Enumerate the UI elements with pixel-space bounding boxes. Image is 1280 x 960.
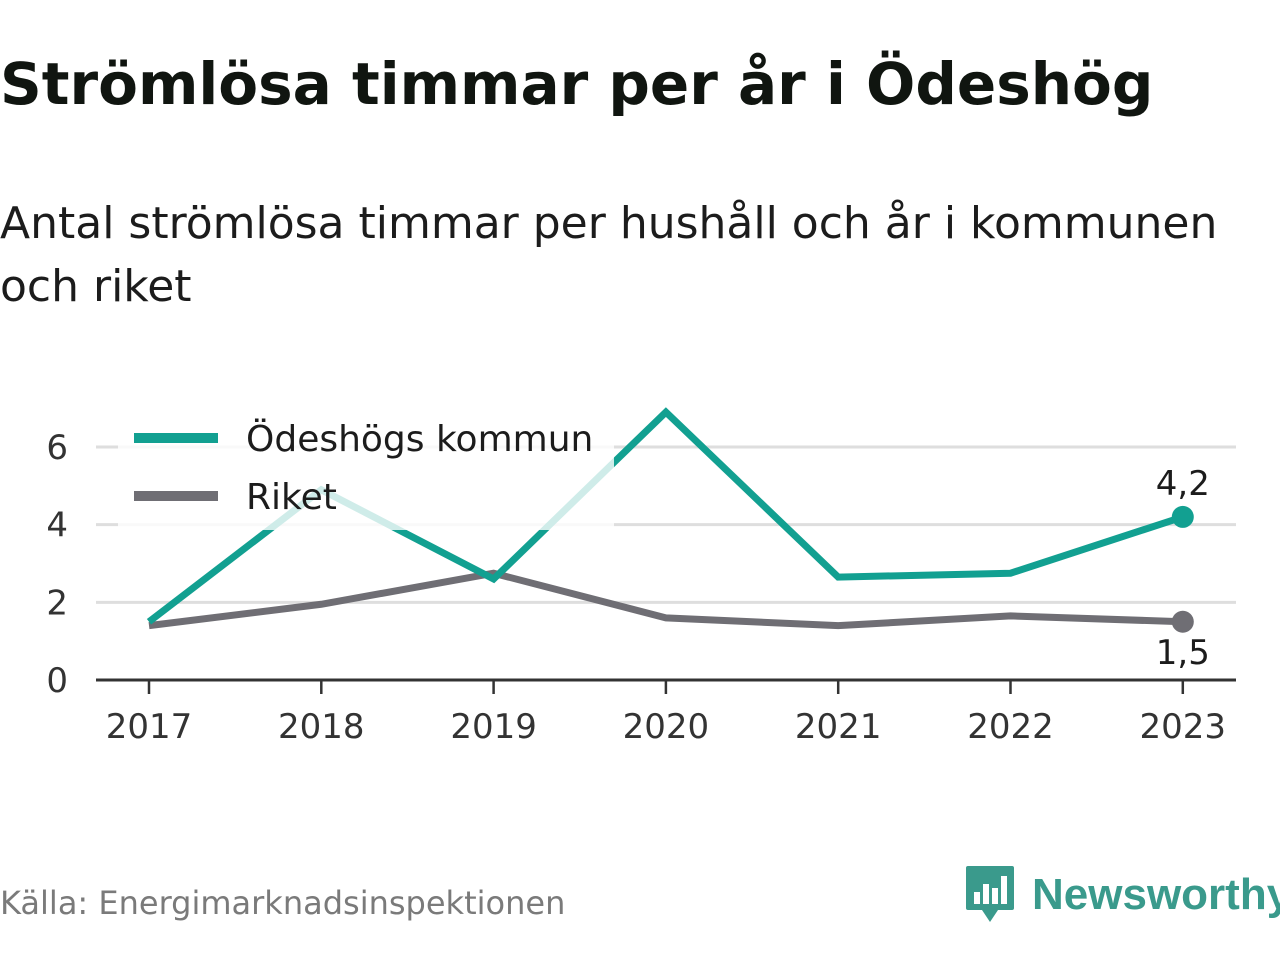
end-label-riket: 1,5 <box>1156 633 1210 673</box>
x-tick-label: 2021 <box>795 707 882 747</box>
y-tick-label: 6 <box>46 428 68 468</box>
brand-logo: Newsworthy <box>964 862 1280 928</box>
series-end-point-kommun <box>1171 505 1194 528</box>
bar-chart-speech-bubble-icon <box>966 866 1014 922</box>
y-tick-label: 4 <box>46 506 68 546</box>
x-tick-label: 2020 <box>623 707 710 747</box>
chart-subtitle: Antal strömlösa timmar per hushåll och å… <box>0 198 1218 312</box>
x-axis: 0 2 4 6 2017 2018 2019 2020 2021 2022 2023 <box>46 428 1236 747</box>
x-tick-label: 2019 <box>450 707 537 747</box>
legend-background <box>118 408 614 530</box>
x-tick-label: 2022 <box>967 707 1054 747</box>
brand-name: Newsworthy <box>1032 870 1280 919</box>
x-tick-label: 2018 <box>278 707 365 747</box>
series-line-riket <box>148 569 1183 630</box>
x-tick-label: 2023 <box>1140 707 1227 747</box>
end-label-kommun: 4,2 <box>1156 464 1210 504</box>
chart-title: Strömlösa timmar per år i Ödeshög <box>0 50 1154 118</box>
y-tick-label: 2 <box>46 583 68 623</box>
legend-label: Riket <box>246 477 337 518</box>
source-note: Källa: Energimarknadsinspektionen <box>0 884 566 922</box>
data-labels: 4,2 1,5 <box>1156 464 1210 673</box>
x-tick-label: 2017 <box>106 707 193 747</box>
legend: Ödeshögs kommun Riket <box>118 408 614 530</box>
legend-label: Ödeshögs kommun <box>246 418 593 460</box>
series-end-point-riket <box>1171 610 1194 633</box>
y-tick-label: 0 <box>46 661 68 701</box>
